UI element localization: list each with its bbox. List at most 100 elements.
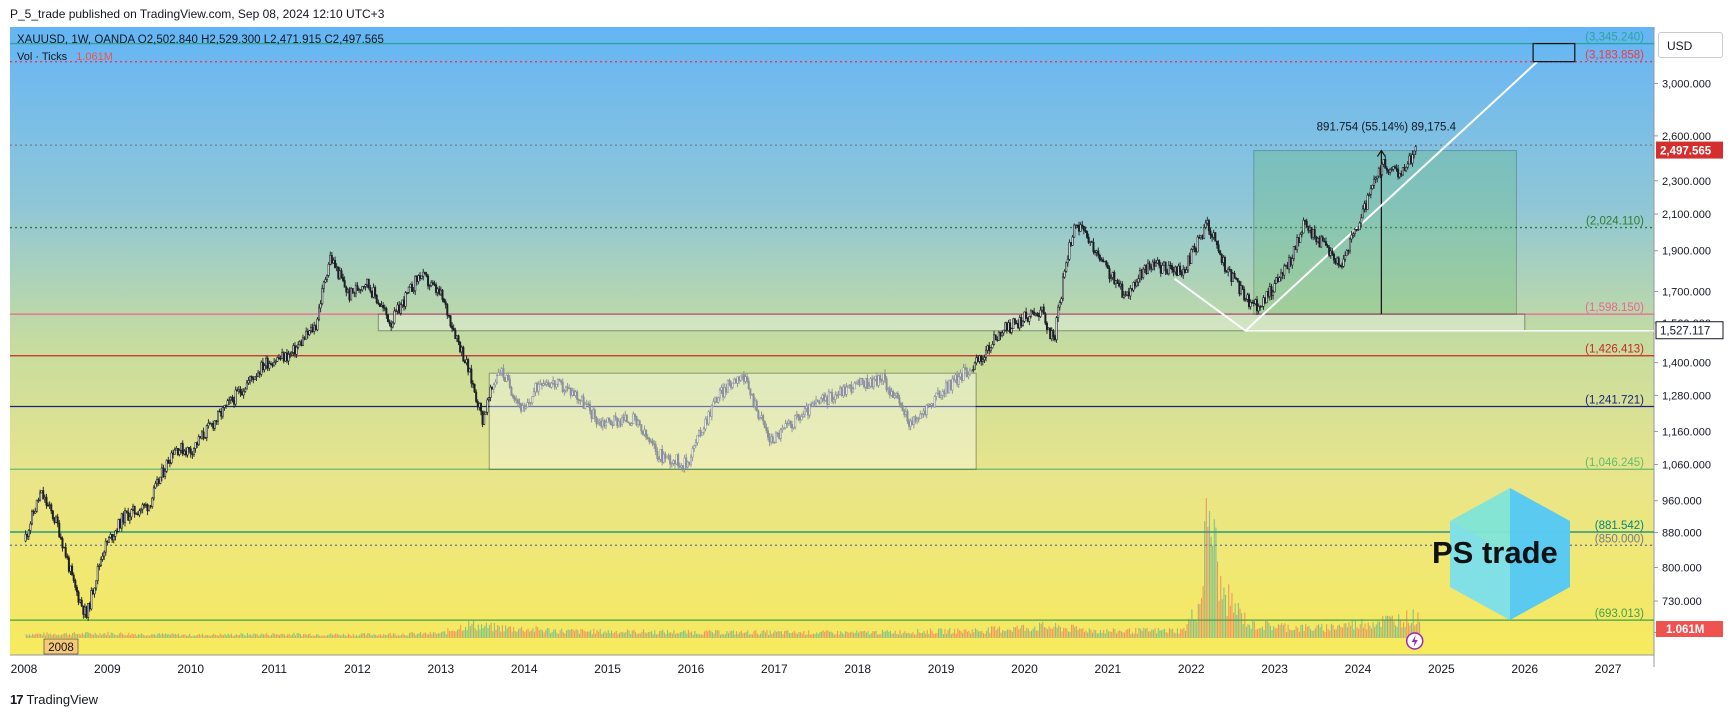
year-tick-label: 2014 — [511, 662, 538, 676]
volume-bar — [1343, 623, 1345, 638]
volume-bar — [508, 626, 510, 638]
volume-bar — [1096, 633, 1098, 638]
candle-body — [107, 537, 110, 543]
volume-bar — [142, 634, 144, 638]
candle-body — [340, 270, 343, 278]
volume-bar — [1168, 628, 1170, 638]
current-price-tag — [1656, 141, 1723, 159]
volume-bar — [864, 630, 866, 638]
candle-body — [470, 368, 473, 384]
currency-button[interactable]: USD — [1658, 32, 1723, 58]
volume-bar — [1255, 629, 1257, 638]
volume-bar — [174, 633, 176, 638]
year-tick-label: 2018 — [844, 662, 871, 676]
candle-body — [99, 559, 102, 566]
candle-body — [1163, 261, 1166, 266]
candle-body — [908, 420, 911, 427]
candle-body — [313, 325, 316, 332]
volume-bar — [777, 631, 779, 638]
volume-bar — [1013, 627, 1015, 638]
candle-body — [1265, 291, 1268, 304]
volume-bar — [946, 633, 948, 638]
candle-body — [167, 459, 170, 464]
candle-body — [778, 433, 781, 439]
volume-bar — [921, 632, 924, 638]
candle-body — [940, 395, 943, 398]
candle-body — [879, 375, 882, 381]
price-tick-label: 880.000 — [1662, 528, 1702, 540]
volume-bar — [812, 633, 815, 638]
volume-bar — [615, 630, 617, 638]
volume-bar — [1345, 623, 1347, 638]
candle-body — [810, 403, 813, 407]
candle-body — [760, 415, 763, 418]
volume-bar — [679, 632, 681, 638]
candle-body — [779, 429, 782, 439]
volume-bar — [912, 632, 914, 638]
candle-body — [301, 337, 304, 346]
volume-bar — [277, 634, 279, 638]
volume-bar — [511, 631, 513, 638]
time-axis[interactable]: 2008 2009 2010 2011 2012 2013 2014 2015 2016 2017… — [11, 638, 1622, 676]
candle-body — [1174, 266, 1177, 273]
volume-bar — [1298, 631, 1300, 638]
candle-body — [1217, 244, 1220, 252]
volume-bar — [530, 630, 532, 638]
candle-body — [1350, 234, 1353, 240]
volume-bar — [950, 634, 952, 638]
candle-body — [237, 389, 240, 392]
candle-body — [808, 403, 811, 416]
candle-body — [181, 443, 184, 455]
candle-body — [236, 389, 239, 392]
candle-body — [85, 606, 88, 618]
volume-bar — [1261, 626, 1263, 638]
volume-bar — [117, 635, 119, 638]
candle-body — [1249, 302, 1252, 307]
volume-bar — [654, 630, 656, 638]
price-axis[interactable]: 3,000.0002,600.0002,300.0002,100.0001,90… — [1654, 27, 1736, 655]
candle-body — [1268, 286, 1271, 297]
price-tick-label: 730.000 — [1662, 596, 1702, 608]
candle-body — [205, 425, 208, 438]
volume-bar — [893, 633, 895, 638]
volume-legend[interactable]: Vol · Ticks 1.061M — [17, 51, 113, 63]
volume-bar — [889, 630, 891, 638]
candle-body — [1360, 217, 1363, 224]
candle-body — [579, 399, 582, 402]
volume-bar — [862, 631, 864, 638]
candle-body — [231, 397, 234, 401]
volume-bar — [944, 629, 946, 638]
volume-bar — [275, 634, 277, 638]
volume-bar — [246, 632, 249, 638]
footer-brand[interactable]: 17 TradingView — [10, 692, 98, 707]
candle-body — [884, 373, 887, 380]
candle-body — [630, 423, 633, 426]
volume-bar — [577, 630, 579, 638]
volume-bar — [1237, 602, 1239, 638]
candle-body — [319, 303, 322, 309]
candle-body — [738, 376, 741, 381]
candle-body — [310, 326, 313, 332]
candle-body — [614, 415, 617, 419]
candle-body — [999, 331, 1002, 337]
candle-body — [43, 496, 46, 500]
candle-body — [1223, 257, 1226, 272]
candle-body — [428, 285, 431, 287]
volume-bar — [966, 631, 968, 638]
symbol-ohlc-legend[interactable]: XAUUSD, 1W, OANDA O2,502.840 H2,529.300 … — [17, 34, 384, 46]
candle-body — [794, 415, 797, 428]
volume-bar — [905, 633, 908, 638]
volume-bar — [1260, 628, 1262, 638]
volume-bar — [380, 634, 382, 638]
volume-bar — [336, 634, 338, 638]
volume-bar — [513, 627, 515, 638]
candle-body — [1321, 236, 1324, 242]
volume-bar — [1406, 610, 1408, 638]
candle-body — [1310, 226, 1313, 238]
candle-body — [1001, 332, 1004, 337]
candle-body — [369, 287, 372, 292]
volume-bar — [1016, 625, 1018, 638]
volume-bar — [782, 634, 784, 638]
level-label-7: (1,046.245) — [1585, 457, 1644, 469]
